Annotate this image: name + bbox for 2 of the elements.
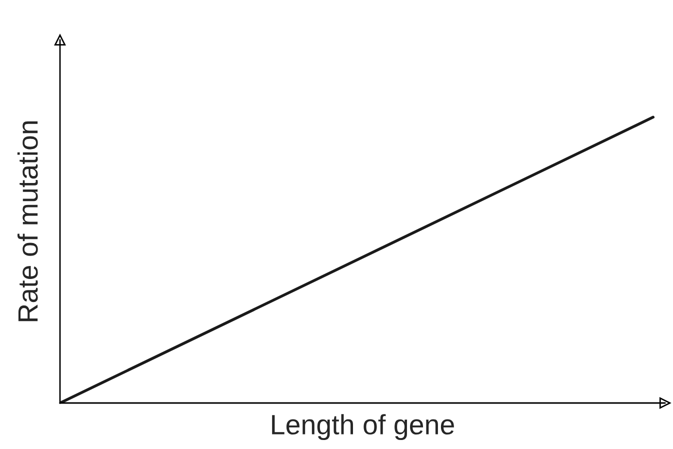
y-axis-title: Rate of mutation bbox=[17, 121, 38, 322]
x-axis-title: Length of gene bbox=[272, 414, 454, 440]
